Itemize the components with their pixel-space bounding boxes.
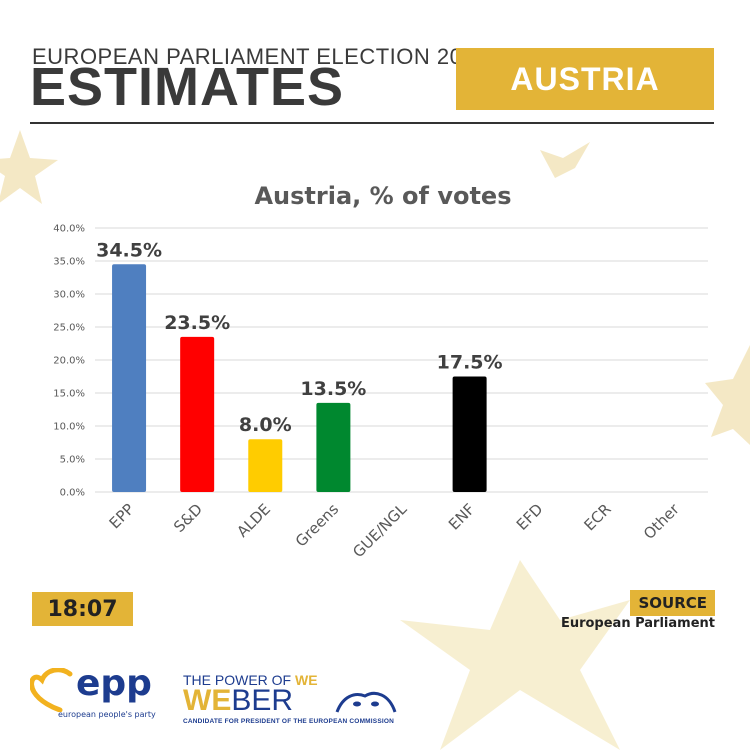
x-tick-label: ENF bbox=[445, 500, 478, 533]
chart-title: Austria, % of votes bbox=[254, 182, 511, 210]
y-tick-label: 20.0% bbox=[53, 356, 85, 367]
weber-subtitle: CANDIDATE FOR PRESIDENT OF THE EUROPEAN … bbox=[183, 718, 395, 725]
bar-enf bbox=[452, 376, 487, 492]
decorative-star-top bbox=[540, 142, 590, 178]
vote-share-bar-chart: 0.0% 5.0% 10.0% 15.0% 20.0% 25.0% 30.0% 35.0% 40… bbox=[53, 182, 708, 562]
decorative-star-bottom bbox=[400, 560, 630, 750]
bar-data-labels: 34.5% 23.5% 8.0% 13.5% 17.5% bbox=[96, 239, 502, 436]
x-tick-label: EPP bbox=[106, 500, 138, 532]
weber-name: WEBER bbox=[183, 686, 293, 716]
weber-tagline-we: WE bbox=[295, 672, 318, 688]
decorative-star-right bbox=[705, 345, 750, 445]
weber-portrait-icon bbox=[335, 691, 397, 713]
epp-logo: epp european people's party bbox=[30, 666, 160, 730]
epp-wordmark: epp bbox=[76, 663, 152, 704]
y-tick-label: 35.0% bbox=[53, 257, 85, 268]
page-title: ESTIMATES bbox=[30, 57, 345, 117]
bar-data-label: 8.0% bbox=[239, 414, 292, 436]
y-axis-ticks: 0.0% 5.0% 10.0% 15.0% 20.0% 25.0% 30.0% 35.0% 40… bbox=[53, 224, 85, 499]
estimate-time: 18:07 bbox=[32, 592, 133, 626]
bar-greens bbox=[316, 402, 351, 492]
y-tick-label: 40.0% bbox=[53, 224, 85, 235]
x-tick-label: Greens bbox=[292, 500, 343, 551]
election-kicker: EUROPEAN PARLIAMENT ELECTION 2019 bbox=[32, 44, 488, 69]
country-badge: AUSTRIA bbox=[456, 48, 714, 110]
weber-name-we: WE bbox=[183, 684, 232, 717]
y-tick-label: 25.0% bbox=[53, 323, 85, 334]
y-tick-label: 5.0% bbox=[60, 455, 85, 466]
x-tick-label: GUE/NGL bbox=[349, 500, 411, 562]
y-tick-label: 15.0% bbox=[53, 389, 85, 400]
weber-logo: THE POWER OF WE WEBER CANDIDATE FOR PRES… bbox=[183, 672, 423, 732]
bar-alde bbox=[248, 439, 283, 492]
weber-name-rest: BER bbox=[231, 684, 294, 717]
x-axis-ticks: EPP S&D ALDE Greens GUE/NGL ENF EFD ECR Other bbox=[106, 500, 684, 562]
bar-s-d bbox=[180, 336, 215, 492]
decorative-star-left bbox=[0, 130, 58, 204]
epp-subtitle: european people's party bbox=[58, 710, 156, 719]
chart-bars bbox=[112, 264, 487, 492]
x-tick-label: Other bbox=[640, 500, 683, 543]
x-tick-label: S&D bbox=[170, 500, 206, 536]
y-tick-label: 10.0% bbox=[53, 422, 85, 433]
bar-data-label: 23.5% bbox=[164, 312, 230, 334]
source-label: SOURCE bbox=[630, 590, 715, 616]
source-name: European Parliament bbox=[560, 616, 715, 631]
bar-data-label: 17.5% bbox=[437, 352, 503, 374]
weber-tagline-prefix: THE POWER OF bbox=[183, 672, 295, 688]
bar-data-label: 13.5% bbox=[300, 378, 366, 400]
x-tick-label: EFD bbox=[513, 500, 547, 534]
x-tick-label: ALDE bbox=[233, 500, 274, 541]
header-divider bbox=[30, 122, 714, 124]
weber-tagline: THE POWER OF WE bbox=[183, 672, 318, 688]
y-tick-label: 30.0% bbox=[53, 290, 85, 301]
bar-data-label: 34.5% bbox=[96, 239, 162, 261]
x-tick-label: ECR bbox=[580, 500, 614, 534]
bar-epp bbox=[112, 264, 147, 492]
epp-heart-icon bbox=[30, 668, 73, 712]
y-tick-label: 0.0% bbox=[60, 488, 85, 499]
